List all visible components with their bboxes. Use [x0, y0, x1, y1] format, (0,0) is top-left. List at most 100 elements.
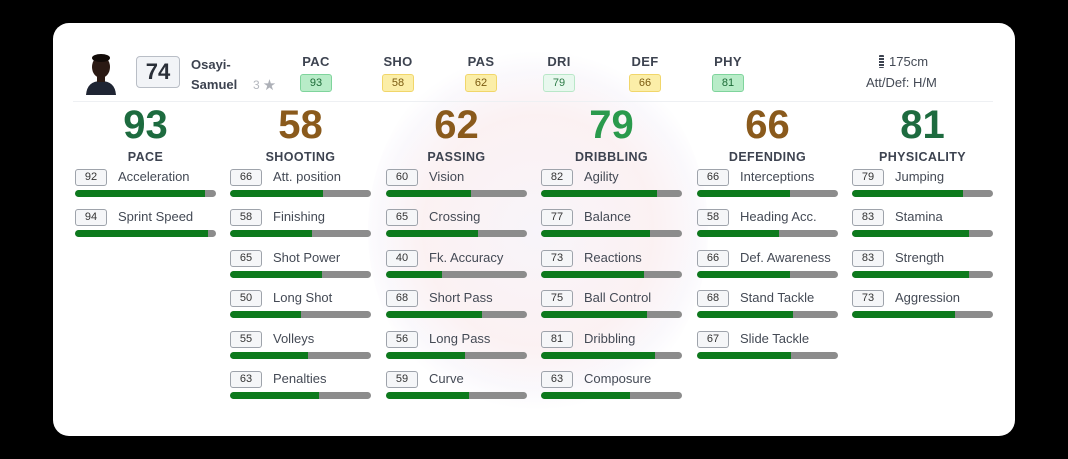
stat-bar-fill — [75, 230, 208, 238]
stat-row: 56 Long Pass — [386, 330, 527, 371]
stat-bar — [230, 230, 371, 238]
category-label: DRIBBLING — [574, 150, 649, 164]
stat-row: 50 Long Shot — [230, 290, 371, 330]
stat-value: 66 — [697, 169, 729, 186]
stat-name: Fk. Accuracy — [429, 249, 504, 265]
stat-bar-fill — [230, 270, 322, 278]
category-rating: 58 — [278, 103, 323, 147]
stat-row: 81 Dribbling — [541, 330, 682, 371]
category-physicality: 81 PHYSICALITY 79 Jumping 83 Stamina 83 Strengt… — [852, 103, 993, 319]
stat-row: 66 Interceptions — [697, 169, 838, 209]
stat-value: 63 — [541, 370, 573, 388]
stat-name: Heading Acc. — [740, 209, 817, 225]
stat-value: 82 — [541, 169, 573, 186]
stat-bar — [230, 270, 371, 278]
stat-name: Att. position — [273, 169, 341, 184]
player-name-line1: Osayi- — [191, 57, 231, 72]
stat-row: 82 Agility — [541, 169, 682, 209]
stat-value: 73 — [852, 290, 884, 308]
stat-bar-fill — [386, 391, 470, 399]
skill-moves: 3 ★ — [203, 76, 276, 94]
category-passing: 62 PASSING 60 Vision 65 Crossing 40 Fk. Accurac… — [386, 103, 527, 399]
stat-bar — [386, 391, 527, 399]
stat-value: 79 — [852, 169, 884, 186]
category-pace: 93 PACE 92 Acceleration 94 Sprint Speed — [75, 103, 216, 238]
stat-bar — [541, 270, 682, 278]
stat-value: 59 — [386, 370, 418, 388]
stat-row: 94 Sprint Speed — [75, 209, 216, 249]
stat-name: Ball Control — [584, 290, 652, 306]
stat-bar — [541, 391, 682, 399]
stat-bar — [386, 311, 527, 319]
stat-bar-fill — [75, 190, 205, 197]
stat-bar — [541, 230, 682, 238]
stat-bar-fill — [386, 270, 443, 278]
stat-name: Slide Tackle — [740, 330, 810, 346]
summary-value: 93 — [300, 74, 332, 92]
stat-value: 60 — [386, 169, 418, 186]
summary-label: SHO — [383, 54, 413, 69]
stat-name: Balance — [584, 209, 631, 225]
stat-value: 67 — [697, 330, 729, 348]
stat-bar-fill — [541, 270, 644, 278]
header-divider — [73, 101, 993, 102]
stat-row: 73 Reactions — [541, 249, 682, 290]
summary-def: DEF 66 — [615, 54, 675, 92]
stat-value: 73 — [541, 249, 573, 267]
stat-value: 92 — [75, 169, 107, 186]
category-shooting: 58 SHOOTING 66 Att. position 58 Finishing 65 Sh… — [230, 103, 371, 399]
stat-bar-fill — [541, 351, 656, 359]
stat-bar-fill — [541, 391, 630, 399]
stat-bar — [697, 270, 838, 278]
summary-value: 58 — [382, 74, 414, 92]
stat-value: 65 — [386, 209, 418, 227]
summary-value: 79 — [543, 74, 575, 92]
stat-bar — [852, 190, 993, 197]
player-stats-card: 74 Osayi- 3 ★ Samuel PAC 93 SHO 58 PAS 62 DRI 7… — [53, 23, 1015, 436]
category-rating: 62 — [434, 103, 479, 147]
stat-bar — [541, 351, 682, 359]
stat-row: 73 Aggression — [852, 290, 993, 330]
stat-bar — [697, 351, 838, 359]
stat-value: 58 — [230, 209, 262, 227]
stat-row: 58 Heading Acc. — [697, 209, 838, 249]
stat-name: Vision — [429, 169, 465, 184]
stat-value: 56 — [386, 330, 418, 348]
summary-dri: DRI 79 — [529, 54, 589, 92]
stat-value: 68 — [697, 290, 729, 308]
stat-bar — [852, 270, 993, 278]
stat-value: 65 — [230, 249, 262, 267]
stat-value: 63 — [230, 370, 262, 388]
stat-name: Strength — [895, 249, 945, 265]
stat-bar-fill — [230, 391, 319, 399]
stat-row: 77 Balance — [541, 209, 682, 249]
category-label: PACE — [127, 150, 164, 164]
player-avatar — [86, 54, 116, 95]
stat-bar — [386, 270, 527, 278]
stat-bar-fill — [541, 190, 657, 197]
summary-value: 81 — [712, 74, 744, 92]
stat-value: 68 — [386, 290, 418, 308]
stat-row: 66 Def. Awareness — [697, 249, 838, 290]
stat-name: Long Pass — [429, 330, 491, 346]
stat-value: 66 — [230, 169, 262, 186]
stat-value: 81 — [541, 330, 573, 348]
height-value: 175cm — [889, 54, 929, 69]
stat-name: Aggression — [895, 290, 961, 306]
category-defending: 66 DEFENDING 66 Interceptions 58 Heading Acc.… — [697, 103, 838, 359]
stat-bar — [541, 190, 682, 197]
stat-bar — [852, 230, 993, 238]
stat-row: 75 Ball Control — [541, 290, 682, 330]
stat-row: 63 Composure — [541, 370, 682, 411]
stat-row: 68 Stand Tackle — [697, 290, 838, 330]
summary-phy: PHY 81 — [698, 54, 758, 92]
stat-row: 67 Slide Tackle — [697, 330, 838, 371]
stat-bar-fill — [386, 190, 471, 197]
stat-name: Crossing — [429, 209, 481, 225]
category-rating: 66 — [745, 103, 790, 147]
stat-bar-fill — [697, 190, 791, 197]
stat-name: Acceleration — [118, 169, 190, 184]
stat-value: 55 — [230, 330, 262, 348]
stat-bar-fill — [230, 351, 308, 359]
stat-bar-fill — [386, 351, 465, 359]
